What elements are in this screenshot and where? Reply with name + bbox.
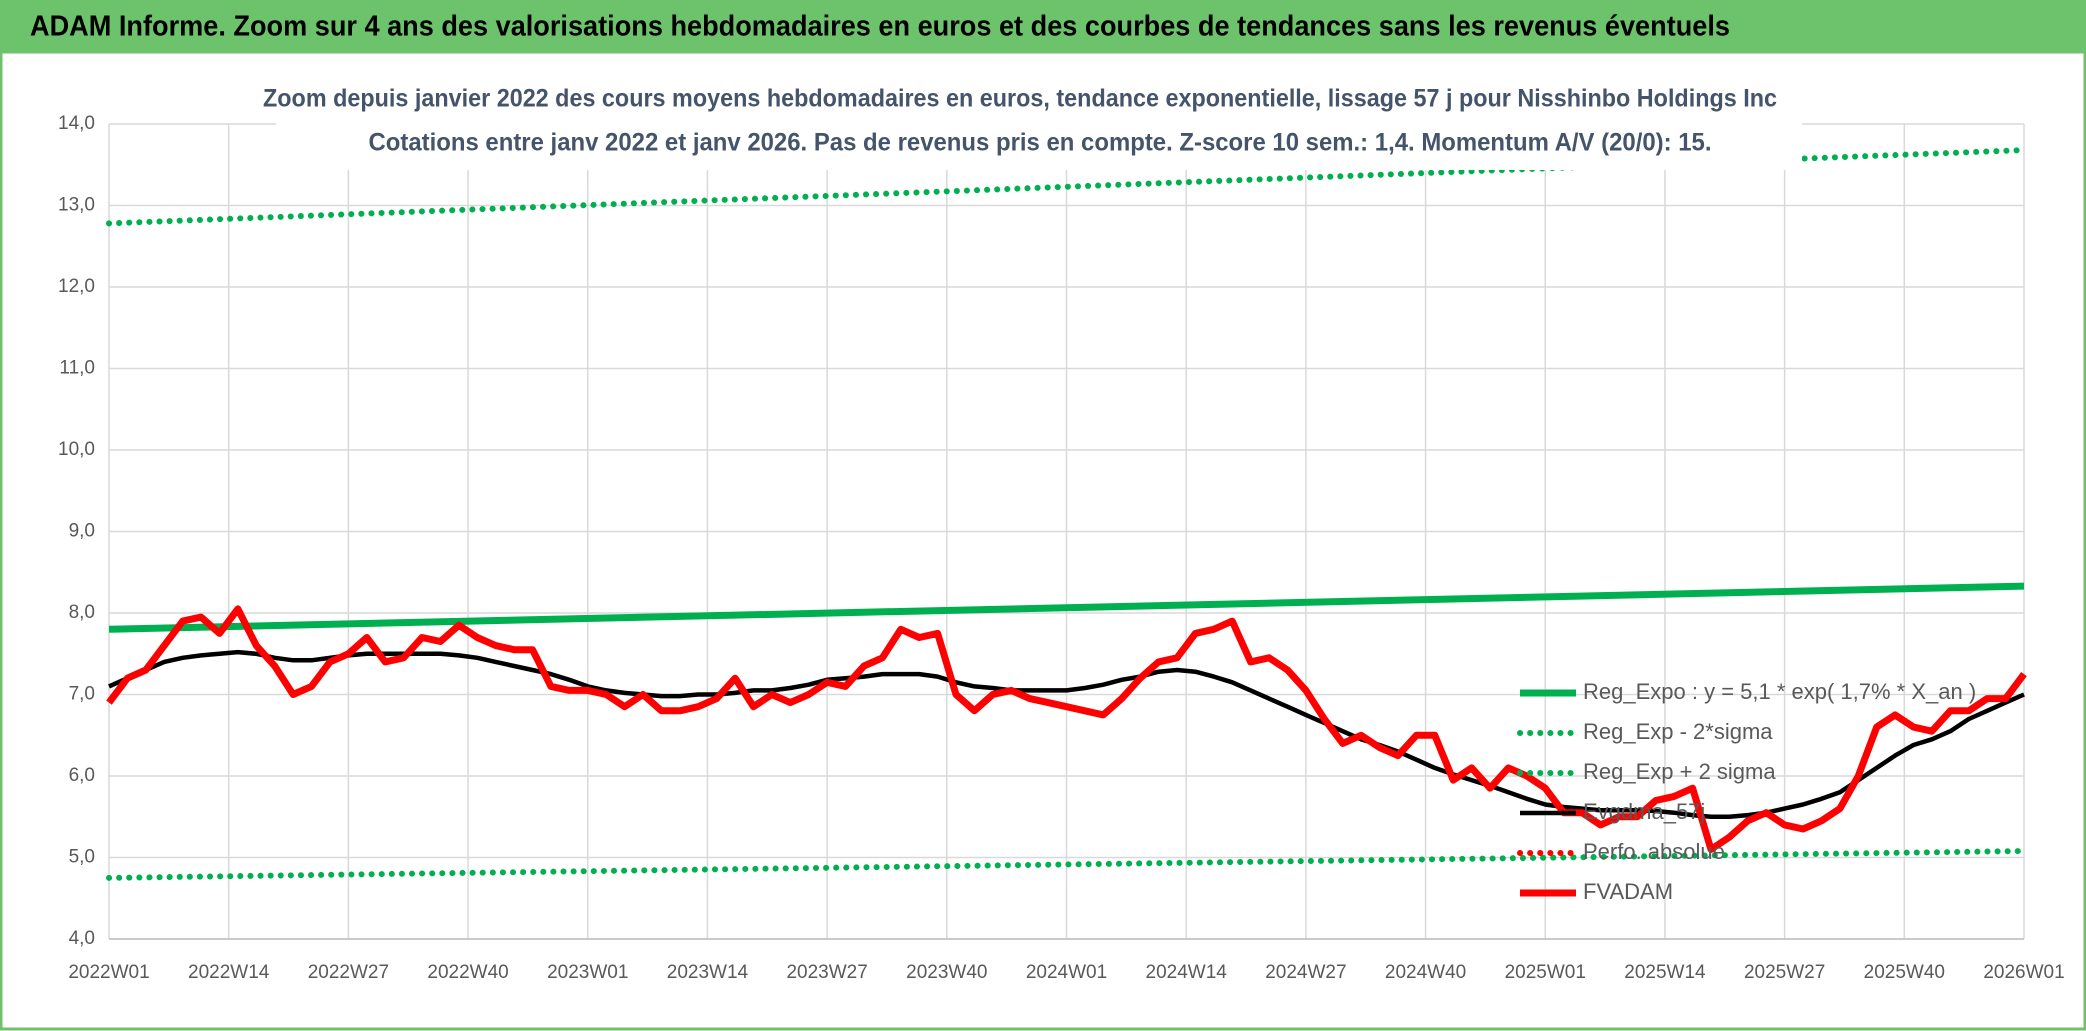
- x-tick-label: 2025W27: [1744, 962, 1825, 983]
- data-line: [108, 649, 2025, 820]
- data-line: [108, 582, 2025, 633]
- y-tick-label: 10,0: [58, 439, 95, 460]
- y-tick-label: 5,0: [69, 847, 95, 868]
- legend-label: Reg_Exp + 2 sigma: [1583, 759, 1776, 784]
- legend-label: Reg_Exp - 2*sigma: [1583, 719, 1773, 744]
- y-tick-label: 7,0: [69, 684, 95, 705]
- y-tick-label: 11,0: [59, 358, 95, 379]
- x-tick-label: 2026W01: [1983, 962, 2064, 983]
- legend-label: Perfo. absolue: [1583, 839, 1725, 864]
- legend-label: Evgdma_57j: [1583, 799, 1705, 824]
- y-tick-label: 8,0: [69, 602, 95, 623]
- data-line: [106, 605, 2027, 853]
- legend-label: FVADAM: [1583, 879, 1673, 904]
- chart-title: Zoom depuis janvier 2022 des cours moyen…: [263, 85, 1777, 113]
- y-tick-label: 6,0: [69, 765, 95, 786]
- data-line: [106, 848, 2027, 881]
- y-tick-label: 4,0: [69, 928, 95, 949]
- title-box: [276, 78, 1802, 170]
- x-tick-label: 2023W14: [667, 962, 749, 983]
- x-tick-label: 2025W14: [1624, 962, 1706, 983]
- y-tick-label: 12,0: [58, 276, 95, 297]
- x-tick-label: 2025W01: [1505, 962, 1586, 983]
- x-tick-label: 2024W27: [1265, 962, 1346, 983]
- x-tick-label: 2022W14: [188, 962, 270, 983]
- header: ADAM Informe. Zoom sur 4 ans des valoris…: [30, 11, 1730, 43]
- legend: Reg_Expo : y = 5,1 * exp( 1,7% * X_an ) R…: [1517, 679, 1976, 904]
- x-tick-label: 2024W14: [1146, 962, 1228, 983]
- x-tick-label: 2024W01: [1026, 962, 1107, 983]
- x-tick-label: 2022W40: [427, 962, 508, 983]
- x-tick-label: 2024W40: [1385, 962, 1466, 983]
- x-tick-label: 2023W27: [786, 962, 867, 983]
- y-tick-label: 9,0: [69, 521, 95, 542]
- x-tick-label: 2025W40: [1864, 962, 1945, 983]
- x-tick-label: 2022W01: [68, 962, 149, 983]
- x-tick-label: 2023W40: [906, 962, 987, 983]
- header-bar: [0, 0, 2086, 53]
- legend-label: Reg_Expo : y = 5,1 * exp( 1,7% * X_an ): [1583, 679, 1976, 704]
- chart-subtitle: Cotations entre janv 2022 et janv 2026. …: [369, 129, 1712, 157]
- y-tick-label: 14,0: [58, 113, 95, 134]
- y-tick-label: 13,0: [58, 195, 95, 216]
- x-tick-label: 2022W27: [308, 962, 389, 983]
- x-tick-label: 2023W01: [547, 962, 628, 983]
